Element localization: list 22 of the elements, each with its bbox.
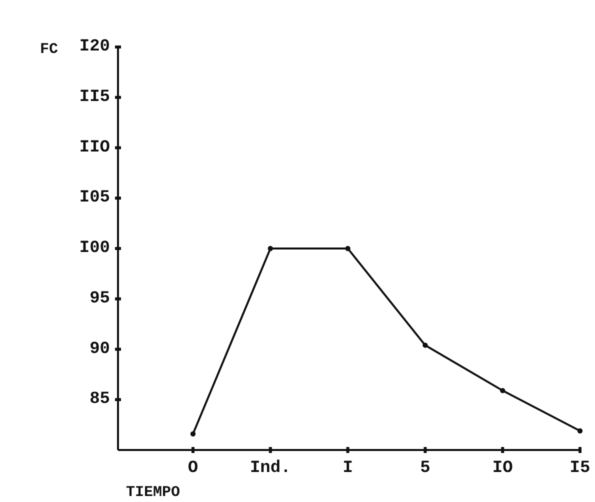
- y-tick-label: IIO: [79, 138, 110, 158]
- point: [577, 428, 583, 434]
- point: [190, 431, 196, 436]
- y-tick-label: II5: [79, 88, 110, 107]
- point: [500, 388, 506, 394]
- x-tick-label: I5: [570, 459, 590, 478]
- y-tick-label: 85: [90, 390, 110, 410]
- point: [345, 246, 350, 252]
- x-axis-title: TIEMPO: [126, 484, 180, 501]
- y-tick-label: 90: [90, 340, 110, 359]
- y-tick-label: I00: [79, 239, 110, 258]
- point: [268, 246, 273, 252]
- x-tick-label: Ind.: [250, 459, 291, 478]
- x-tick-label: 5: [420, 459, 430, 478]
- y-tick-label: I20: [79, 38, 110, 56]
- point: [422, 342, 428, 348]
- x-tick-label: I: [342, 459, 353, 478]
- y-tick-label: I05: [79, 188, 110, 208]
- x-tick-label: IO: [492, 459, 513, 478]
- x-tick-label: O: [188, 459, 198, 478]
- y-tick-label: 95: [90, 289, 110, 308]
- y-axis-title: FC: [40, 41, 58, 58]
